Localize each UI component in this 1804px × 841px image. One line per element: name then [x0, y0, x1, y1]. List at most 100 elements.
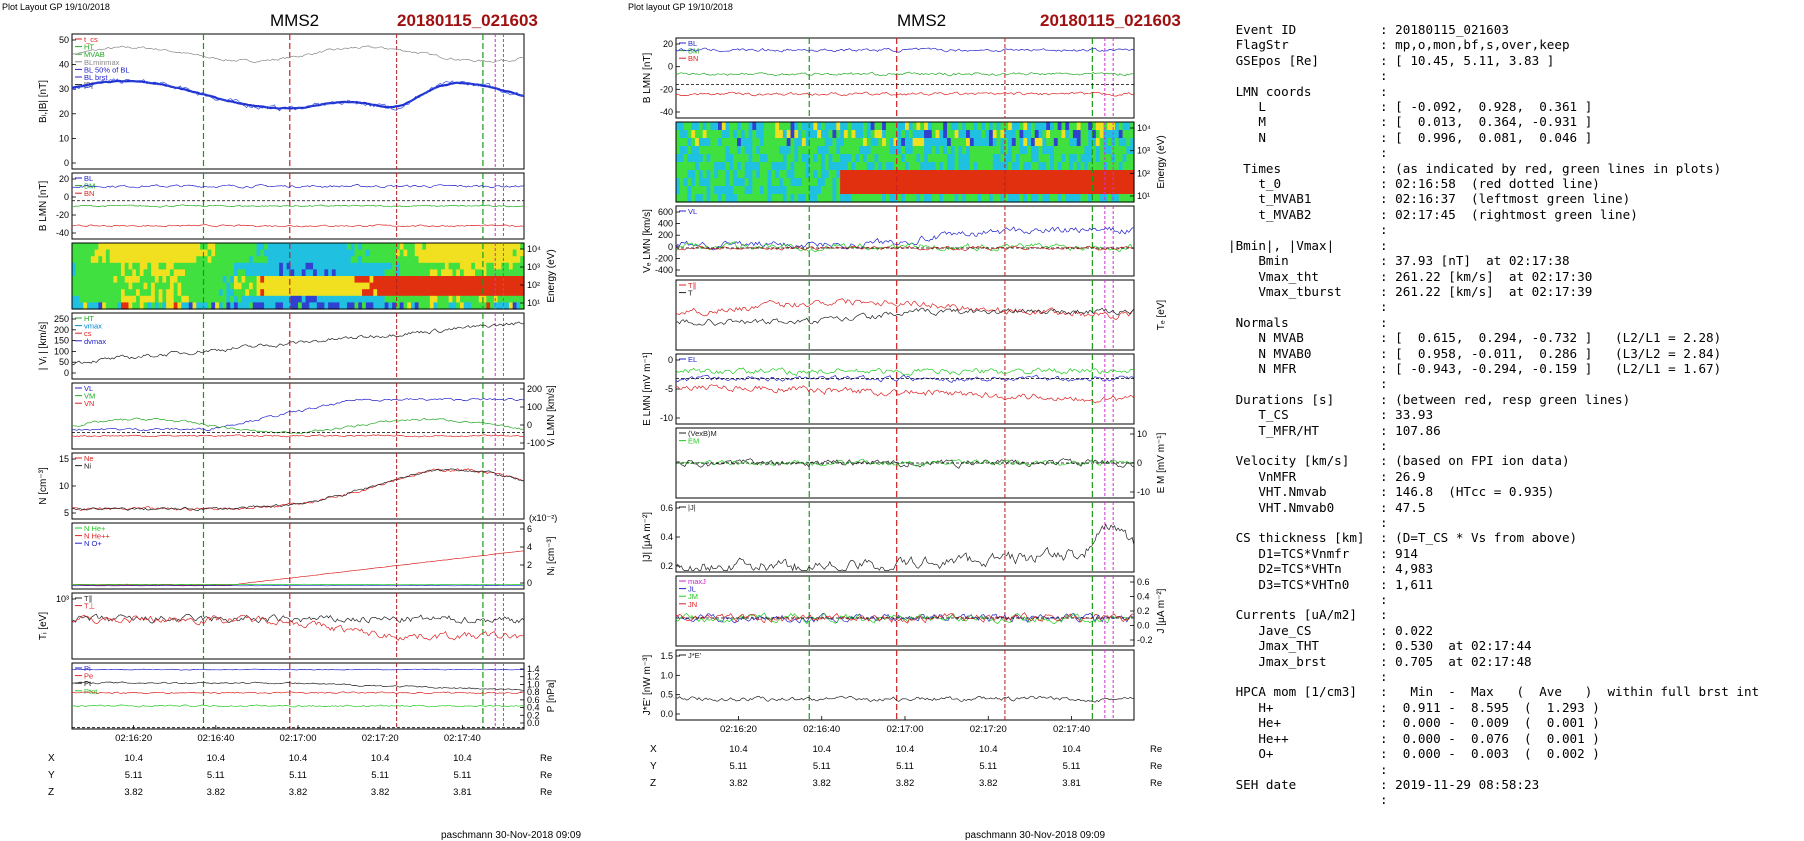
spectrogram-cell	[832, 170, 837, 179]
legend-entry: VL	[688, 207, 697, 216]
spectrogram-cell	[1114, 162, 1120, 171]
spectrogram-cell	[1008, 146, 1013, 155]
series-line	[675, 298, 1135, 320]
spectrogram-cell	[1095, 138, 1101, 147]
spectrogram-cell	[252, 249, 258, 257]
spectrogram-cell	[192, 295, 197, 303]
summary-value: : 0.530 at 02:17:44	[1380, 638, 1532, 654]
summary-key: D2=TCS*VHTn	[1228, 561, 1342, 577]
spectrogram-cell	[1027, 194, 1032, 203]
spectrogram-cell	[863, 186, 868, 195]
panel-frame	[71, 312, 525, 380]
spectrogram-cell	[698, 122, 704, 131]
spectrogram-cell	[737, 162, 742, 171]
spectrogram-cell	[275, 262, 280, 270]
spectrogram-cell	[714, 138, 719, 147]
summary-value: : [ 10.45, 5.11, 3.83 ]	[1380, 52, 1555, 68]
spectrogram-cell	[362, 256, 367, 264]
spectrogram-cell	[1076, 194, 1082, 203]
spectrogram-cell	[120, 295, 126, 303]
spectrogram-cell	[1057, 186, 1063, 195]
spectrogram-cell	[824, 178, 830, 187]
spectrogram-cell	[271, 295, 276, 303]
spectrogram-cell	[380, 295, 386, 303]
spectrogram-cell	[392, 282, 397, 290]
spectrogram-cell	[79, 249, 84, 257]
spectrogram-cell	[320, 289, 325, 297]
spectrogram-cell	[954, 186, 960, 195]
spectrogram-cell	[373, 243, 378, 251]
spectrogram-cell	[1019, 186, 1024, 195]
y-tick-label-right: 200	[527, 384, 542, 394]
spectrogram-cell	[840, 154, 845, 163]
spectrogram-cell	[767, 170, 773, 179]
spectrogram-cell	[490, 276, 495, 284]
spectrogram-cell	[392, 262, 397, 270]
y-tick-label: -5	[665, 384, 673, 394]
spectrogram-cell	[1061, 178, 1066, 187]
spectrogram-cell	[1076, 186, 1082, 195]
spectrogram-cell	[973, 194, 979, 203]
spectrogram-cell	[362, 276, 367, 284]
summary-key	[1228, 762, 1380, 777]
spectrogram-cell	[866, 154, 872, 163]
spectrogram-cell	[508, 269, 514, 277]
summary-row: VHT.Nmvab: 146.8 (HTcc = 0.935)	[1228, 484, 1798, 499]
spectrogram-cell	[759, 162, 765, 171]
spectrogram-cell	[429, 295, 435, 303]
spectrogram-cell	[339, 249, 344, 257]
spectrogram-cell	[128, 243, 133, 251]
panel-frame	[71, 382, 525, 450]
spectrogram-cell	[763, 178, 769, 187]
spectrogram-cell	[908, 138, 914, 147]
summary-value: :	[1380, 68, 1388, 84]
spectrogram-cell	[166, 249, 171, 257]
spectrogram-cell	[433, 262, 438, 270]
spectrogram-cell	[813, 162, 818, 171]
spectrogram-cell	[388, 276, 393, 284]
spectrogram-cell	[72, 269, 77, 277]
spectrogram-cell	[117, 295, 122, 303]
spectrogram-cell	[452, 295, 457, 303]
spectrogram-cell	[1122, 178, 1127, 187]
y-tick-label-right: 10¹	[527, 298, 540, 308]
spectrogram-cell	[691, 178, 696, 187]
spectrogram-cell	[1008, 170, 1013, 179]
spectrogram-cell	[418, 302, 423, 310]
spectrogram-cell	[771, 162, 776, 171]
spectrogram-cell	[478, 249, 484, 257]
spectrogram-cell	[901, 146, 906, 155]
spectrogram-cell	[1111, 122, 1116, 131]
spectrogram-cell	[463, 276, 469, 284]
spectrogram-cell	[889, 154, 895, 163]
spectrogram-cell	[771, 186, 776, 195]
spectrogram-cell	[105, 276, 111, 284]
position-value: 3.82	[289, 787, 308, 798]
spectrogram-cell	[874, 146, 879, 155]
spectrogram-cell	[1065, 162, 1070, 171]
spectrogram-cell	[245, 302, 250, 310]
spectrogram-cell	[358, 249, 363, 257]
spectrogram-cell	[426, 276, 431, 284]
spectrogram-cell	[335, 249, 341, 257]
spectrogram-cell	[1126, 154, 1131, 163]
spectrogram-cell	[885, 194, 891, 203]
spectrogram-cell	[721, 138, 727, 147]
spectrogram-cell	[847, 186, 853, 195]
summary-row: :	[1228, 299, 1798, 314]
spectrogram-cell	[779, 122, 784, 131]
spectrogram-cell	[113, 243, 118, 251]
spectrogram-cell	[260, 256, 265, 264]
spectrogram-cell	[847, 130, 853, 139]
spectrogram-cell	[733, 178, 738, 187]
summary-key	[1228, 222, 1380, 237]
spectrogram-cell	[676, 122, 681, 131]
spectrogram-cell	[1034, 146, 1040, 155]
spectrogram-cell	[801, 162, 807, 171]
spectrogram-cell	[267, 243, 273, 251]
spectrogram-cell	[139, 269, 145, 277]
spectrogram-cell	[298, 289, 303, 297]
spectrogram-cell	[817, 178, 822, 187]
spectrogram-cell	[759, 122, 765, 131]
spectrogram-cell	[290, 282, 295, 290]
